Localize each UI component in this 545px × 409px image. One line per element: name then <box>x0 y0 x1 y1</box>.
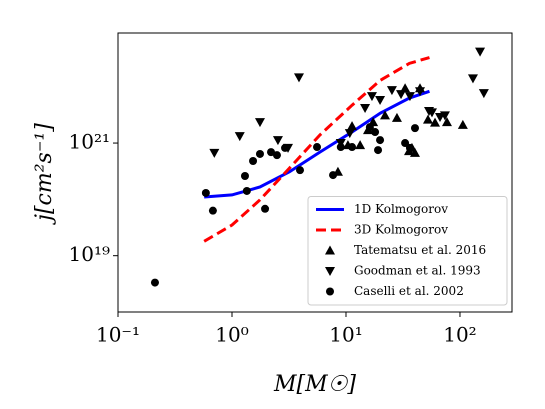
point <box>267 148 276 157</box>
point <box>405 143 414 152</box>
point <box>329 171 338 180</box>
x-axis-label: M[M☉] <box>273 372 356 397</box>
point <box>272 136 283 146</box>
line <box>204 89 430 199</box>
point <box>344 129 355 139</box>
y-tick-label: 10¹⁹ <box>69 242 110 266</box>
point <box>439 111 450 121</box>
point <box>281 143 290 152</box>
point <box>347 121 358 131</box>
point <box>234 132 245 142</box>
point <box>410 124 419 133</box>
point <box>404 92 415 102</box>
point <box>293 73 304 83</box>
point <box>242 186 251 195</box>
x-tick-label: 10² <box>443 323 476 347</box>
point <box>430 117 441 127</box>
point <box>478 89 489 99</box>
x-tick-label: 10¹ <box>329 323 362 347</box>
point <box>415 87 426 97</box>
point <box>313 143 322 152</box>
point <box>400 83 411 93</box>
point <box>376 136 385 145</box>
point <box>208 206 217 215</box>
point <box>409 147 420 157</box>
point <box>426 108 437 118</box>
point <box>457 119 468 129</box>
point <box>365 123 374 132</box>
point <box>441 117 452 127</box>
point <box>326 287 334 296</box>
legend-label: Tatematsu et al. 2016 <box>354 243 486 257</box>
x-tick-label: 10⁻¹ <box>96 323 140 347</box>
plot-frame <box>117 32 513 313</box>
point <box>475 47 486 57</box>
point <box>366 92 377 102</box>
point <box>325 267 335 276</box>
point <box>375 96 386 106</box>
point <box>374 146 383 155</box>
point <box>386 86 397 96</box>
point <box>240 171 249 180</box>
point <box>348 143 357 152</box>
point <box>296 166 305 175</box>
point <box>396 90 407 100</box>
point <box>467 74 478 84</box>
legend-label: 1D Kolmogorov <box>354 202 448 216</box>
line <box>203 56 430 243</box>
point <box>254 118 265 128</box>
point <box>249 157 258 166</box>
point <box>336 143 345 152</box>
point <box>401 139 410 148</box>
point <box>360 103 371 113</box>
point <box>391 112 402 122</box>
y-tick-label: 10²¹ <box>69 130 110 154</box>
point <box>150 278 159 287</box>
point <box>355 140 366 150</box>
x-tick-label: 10⁰ <box>215 323 248 347</box>
legend-label: 3D Kolmogorov <box>354 223 448 237</box>
point <box>255 149 264 158</box>
legend-label: Caselli et al. 2002 <box>354 284 464 298</box>
point <box>422 114 433 124</box>
point <box>380 110 391 120</box>
point <box>261 204 270 213</box>
point <box>371 128 380 137</box>
point <box>325 245 335 255</box>
point <box>209 148 220 158</box>
point <box>201 188 210 197</box>
legend-box <box>307 196 508 306</box>
y-axis-label: j[cm²s⁻¹] <box>32 123 57 226</box>
legend-label: Goodman et al. 1993 <box>354 264 481 278</box>
point <box>272 151 281 160</box>
